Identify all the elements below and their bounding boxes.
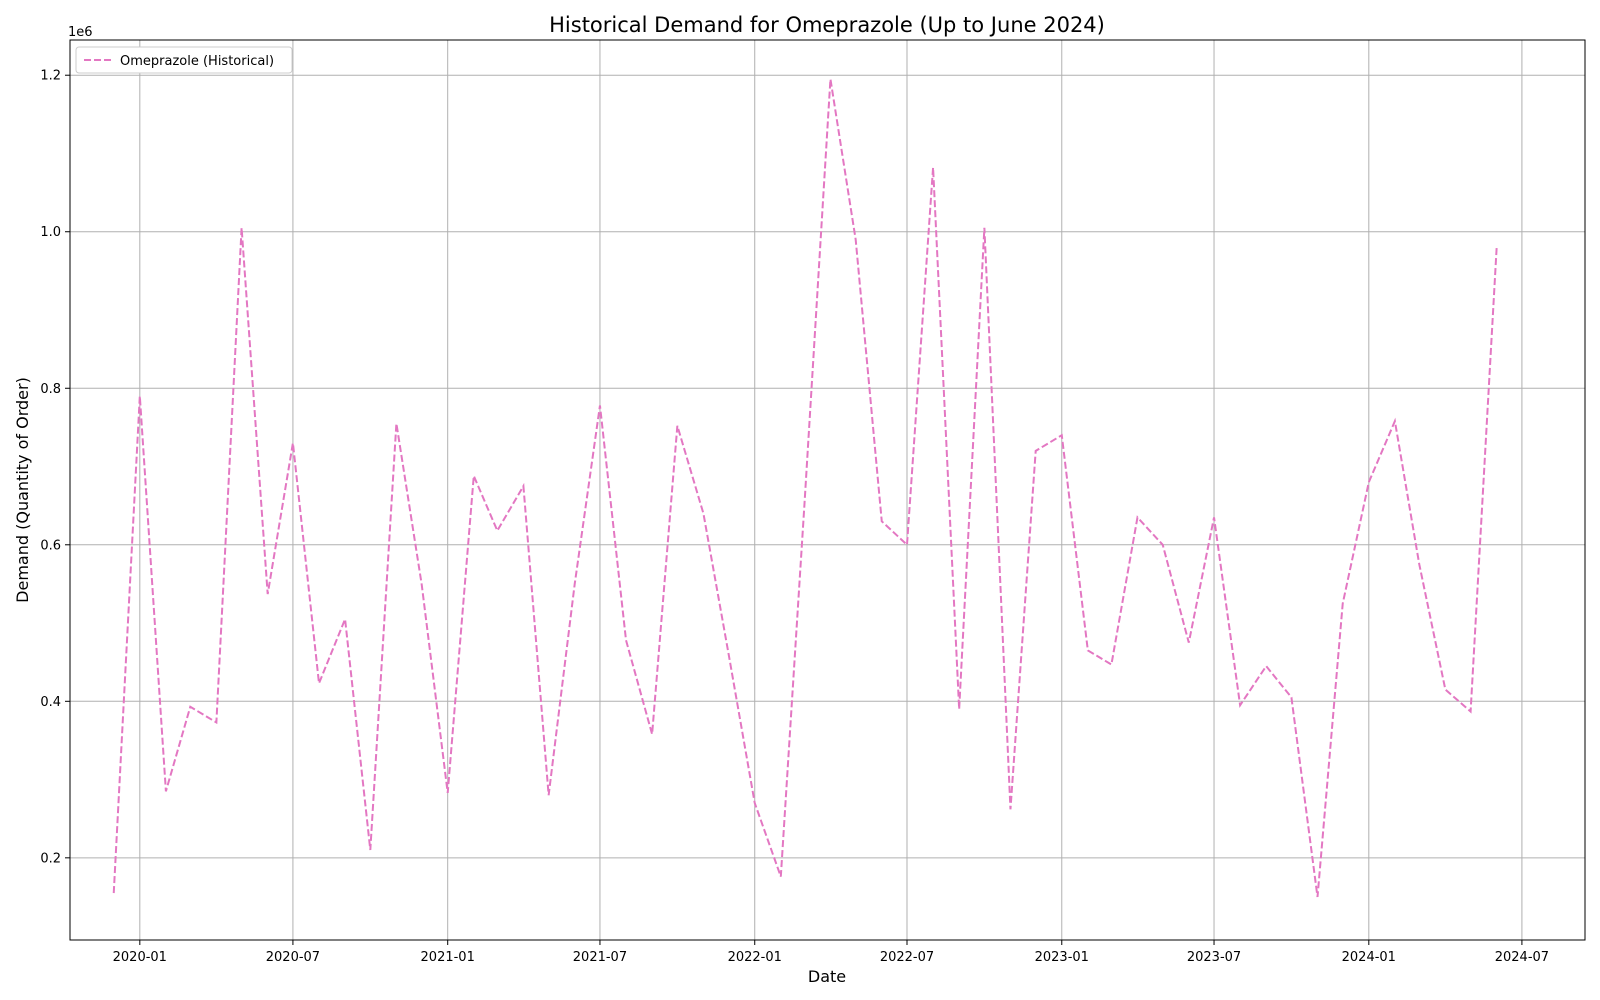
data-point <box>111 890 117 896</box>
legend-box <box>75 46 293 74</box>
data-point <box>393 420 399 426</box>
data-point <box>1007 806 1013 812</box>
chart-title: Historical Demand for Omeprazole (Up to … <box>549 13 1105 37</box>
y-tick-label: 1.2 <box>40 69 61 84</box>
legend: Omeprazole (Historical) <box>75 46 293 74</box>
x-tick-label: 2020-07 <box>266 950 320 965</box>
y-tick-label: 1.0 <box>40 225 61 240</box>
grid-lines <box>70 40 1585 940</box>
data-point <box>1059 432 1065 438</box>
data-point <box>1392 418 1398 424</box>
data-point <box>1237 702 1243 708</box>
plot-frame <box>69 39 1586 941</box>
data-point <box>700 510 706 516</box>
data-point <box>778 874 784 880</box>
data-point <box>1033 448 1039 454</box>
data-point <box>367 847 373 853</box>
data-point <box>1468 708 1474 714</box>
series-layer <box>111 76 1500 900</box>
data-point <box>213 719 219 725</box>
y-tick-label: 0.6 <box>40 538 61 553</box>
data-point <box>520 483 526 489</box>
data-point <box>726 651 732 657</box>
data-point <box>1134 514 1140 520</box>
data-point <box>572 581 578 587</box>
data-point <box>1108 662 1114 668</box>
data-point <box>1288 694 1294 700</box>
y-tick-label: 0.2 <box>40 851 61 866</box>
x-axis-ticks: 2020-01 2020-07 2021-01 2021-07 2022-01 2022-… <box>113 940 1549 965</box>
data-point <box>827 76 833 82</box>
data-point <box>597 402 603 408</box>
y-offset-label: 1e6 <box>68 25 93 40</box>
data-point <box>674 423 680 429</box>
data-point <box>445 790 451 796</box>
data-point <box>290 440 296 446</box>
data-point <box>904 542 910 548</box>
data-point <box>1186 640 1192 646</box>
data-point <box>1442 687 1448 693</box>
data-point <box>239 225 245 231</box>
data-point <box>316 680 322 686</box>
data-point <box>649 731 655 737</box>
data-point <box>1314 894 1320 900</box>
data-point <box>623 637 629 643</box>
data-point <box>342 616 348 622</box>
x-tick-label: 2023-01 <box>1035 950 1089 965</box>
data-point <box>1211 514 1217 520</box>
data-point <box>752 800 758 806</box>
data-point <box>137 393 143 399</box>
data-point <box>187 704 193 710</box>
x-tick-label: 2024-01 <box>1342 950 1396 965</box>
data-point <box>1494 244 1500 250</box>
y-axis-ticks: 0.2 0.4 0.6 0.8 1.0 1.2 <box>40 69 70 866</box>
y-axis-label: Demand (Quantity of Order) <box>13 377 32 603</box>
data-point <box>546 792 552 798</box>
data-point <box>930 165 936 171</box>
data-point <box>801 503 807 509</box>
data-point <box>1416 561 1422 567</box>
x-tick-label: 2022-07 <box>880 950 934 965</box>
data-point <box>879 518 885 524</box>
legend-entry-label: Omeprazole (Historical) <box>120 54 274 69</box>
data-point <box>1160 542 1166 548</box>
y-tick-label: 0.8 <box>40 382 61 397</box>
data-point <box>1085 647 1091 653</box>
series-line-0 <box>112 78 1498 898</box>
y-tick-label: 0.4 <box>40 695 61 710</box>
x-tick-label: 2024-07 <box>1495 950 1549 965</box>
data-point <box>1263 663 1269 669</box>
x-axis-label: Date <box>808 967 846 986</box>
data-point <box>981 225 987 231</box>
data-point <box>1366 479 1372 485</box>
x-tick-label: 2022-01 <box>728 950 782 965</box>
x-tick-label: 2021-07 <box>573 950 627 965</box>
data-point <box>163 788 169 794</box>
x-tick-label: 2021-01 <box>421 950 475 965</box>
data-point <box>471 473 477 479</box>
data-point <box>265 591 271 597</box>
data-point <box>494 528 500 534</box>
data-point <box>853 237 859 243</box>
data-point <box>956 706 962 712</box>
data-point <box>1340 600 1346 606</box>
x-tick-label: 2020-01 <box>113 950 167 965</box>
data-point <box>419 581 425 587</box>
x-tick-label: 2023-07 <box>1187 950 1241 965</box>
